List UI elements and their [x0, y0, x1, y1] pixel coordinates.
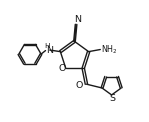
Text: O: O: [59, 64, 66, 73]
Text: H: H: [44, 43, 50, 49]
Text: N: N: [74, 15, 81, 24]
Text: S: S: [110, 94, 116, 103]
Text: O: O: [76, 81, 83, 90]
Text: N: N: [46, 46, 53, 55]
Text: NH$_2$: NH$_2$: [101, 43, 118, 56]
